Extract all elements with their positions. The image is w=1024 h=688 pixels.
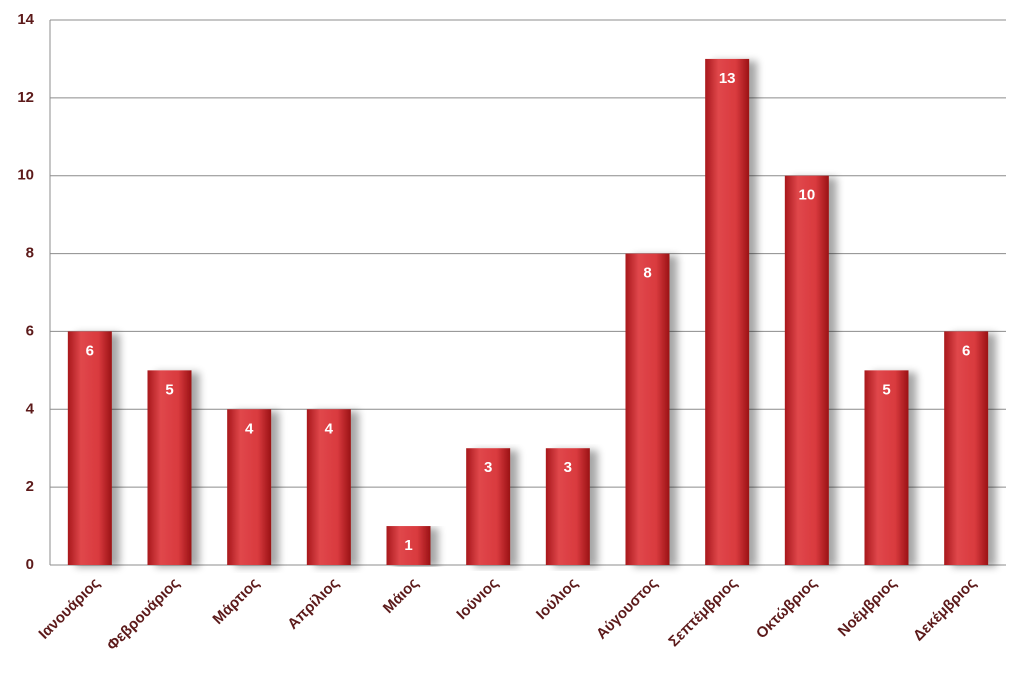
data-label: 6 [962,342,970,359]
data-label: 6 [86,342,94,359]
bar [386,526,431,565]
x-tick-label: Ιανουάριος [35,574,103,642]
y-tick-label: 8 [26,245,34,262]
x-tick-label: Ιούλιος [533,574,582,623]
x-tick-label: Δεκέμβριος [910,574,980,644]
data-label: 10 [798,187,815,204]
bar [944,331,989,565]
bar [784,175,829,565]
data-label: 3 [564,459,572,476]
y-tick-label: 0 [26,556,34,573]
data-label: 3 [484,459,492,476]
x-tick-label: Μάρτιος [209,574,262,627]
bar [545,448,590,565]
data-label: 4 [245,420,254,437]
bar [147,370,192,565]
data-label: 13 [719,70,736,87]
y-tick-label: 2 [26,478,34,495]
x-tick-label: Μάιος [380,574,422,616]
x-tick-label: Σεπτέμβριος [665,574,741,650]
x-tick-label: Ιούνιος [453,574,502,623]
bar [466,448,511,565]
y-tick-label: 14 [17,11,34,28]
bar [705,58,750,566]
y-tick-label: 10 [17,167,34,184]
bar [306,409,351,565]
bar [625,253,670,566]
x-tick-label: Φεβρουάριος [104,574,184,654]
bar [67,331,112,565]
data-label: 4 [325,420,334,437]
data-label: 5 [882,381,890,398]
data-label: 5 [165,381,173,398]
x-tick-label: Νοέμβριος [835,574,901,640]
y-tick-label: 12 [17,89,34,106]
y-tick-label: 4 [26,400,35,417]
y-tick-label: 6 [26,322,34,339]
x-tick-label: Αύγουστος [593,574,661,642]
bar [227,409,272,565]
data-label: 8 [643,265,651,282]
bar [864,370,909,565]
data-label: 1 [404,537,412,554]
x-tick-label: Οκτώβριος [753,574,821,642]
x-tick-label: Απρίλιος [284,574,342,632]
